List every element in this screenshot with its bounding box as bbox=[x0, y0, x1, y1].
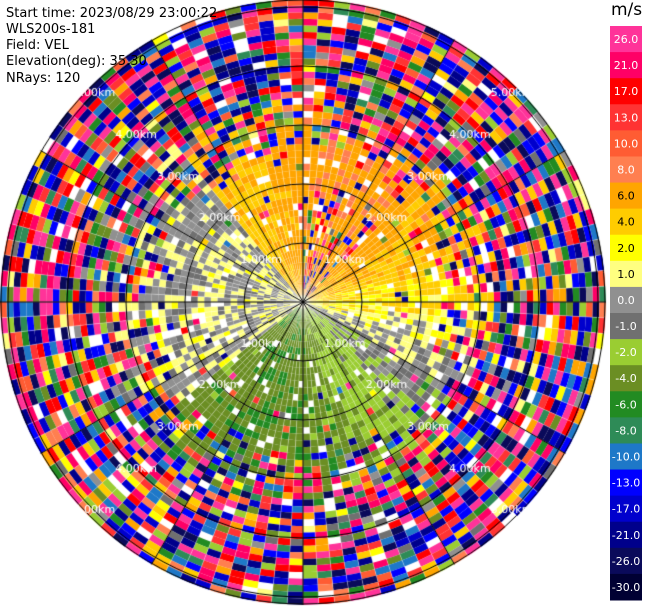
colorbar-tick-label: -1.0 bbox=[615, 320, 636, 333]
colorbar-swatch bbox=[610, 182, 642, 210]
instrument-text: WLS200s-181 bbox=[6, 22, 96, 37]
colorbar-swatch bbox=[610, 573, 642, 601]
colorbar-swatch bbox=[610, 130, 642, 157]
info-panel: Start time: 2023/08/29 23:00:22 WLS200s-… bbox=[6, 6, 217, 87]
colorbar-swatch bbox=[610, 313, 642, 340]
colorbar-swatch bbox=[610, 495, 642, 523]
colorbar-tick-label: 10.0 bbox=[614, 137, 639, 150]
colorbar-swatch bbox=[610, 521, 642, 549]
colorbar-swatch bbox=[610, 286, 642, 314]
colorbar-swatch bbox=[610, 547, 642, 575]
colorbar-tick-label: 8.0 bbox=[617, 164, 635, 177]
colorbar-tick-label: 17.0 bbox=[614, 85, 639, 98]
colorbar-tick-label: -4.0 bbox=[615, 372, 636, 385]
colorbar-unit-label: m/s bbox=[611, 0, 643, 20]
colorbar-swatch bbox=[610, 443, 642, 471]
colorbar-tick-label: -10.0 bbox=[612, 451, 640, 464]
field-text: Field: VEL bbox=[6, 38, 69, 53]
colorbar-tick-label: 13.0 bbox=[614, 111, 639, 124]
start-time-text: Start time: 2023/08/29 23:00:22 bbox=[6, 6, 218, 21]
colorbar-tick-label: 0.0 bbox=[617, 294, 635, 307]
colorbar-swatch bbox=[610, 78, 642, 105]
colorbar-tick-label: 6.0 bbox=[617, 190, 635, 203]
colorbar-swatch bbox=[610, 469, 642, 497]
colorbar-swatch bbox=[610, 52, 642, 79]
colorbar-tick-label: 4.0 bbox=[617, 216, 635, 229]
colorbar-tick-label: 26.0 bbox=[614, 33, 639, 46]
colorbar-tick-label: 2.0 bbox=[617, 242, 635, 255]
colorbar-tick-label: 21.0 bbox=[614, 59, 639, 72]
colorbar-swatch bbox=[610, 208, 642, 236]
colorbar-tick-label: 1.0 bbox=[617, 268, 635, 281]
colorbar-swatch bbox=[610, 104, 642, 131]
colorbar-tick-label: -17.0 bbox=[612, 503, 640, 516]
colorbar-tick-label: -2.0 bbox=[615, 346, 636, 359]
colorbar-tick-label: -8.0 bbox=[615, 424, 636, 437]
colorbar-swatch bbox=[610, 365, 642, 392]
colorbar-tick-label: -30.0 bbox=[612, 581, 640, 594]
colorbar-swatch bbox=[610, 234, 642, 262]
colorbar-swatch bbox=[610, 156, 642, 184]
colorbar-tick-label: -26.0 bbox=[612, 555, 640, 568]
colorbar-swatch bbox=[610, 417, 642, 444]
colorbar-tick-label: -13.0 bbox=[612, 477, 640, 490]
colorbar-tick-label: -21.0 bbox=[612, 529, 640, 542]
elevation-text: Elevation(deg): 35.30 bbox=[6, 54, 147, 69]
colorbar-tick-label: -6.0 bbox=[615, 398, 636, 411]
colorbar-swatch bbox=[610, 339, 642, 366]
nrays-text: NRays: 120 bbox=[6, 71, 81, 86]
colorbar-swatch bbox=[610, 391, 642, 418]
colorbar-swatch bbox=[610, 26, 642, 53]
colorbar-swatch bbox=[610, 260, 642, 288]
